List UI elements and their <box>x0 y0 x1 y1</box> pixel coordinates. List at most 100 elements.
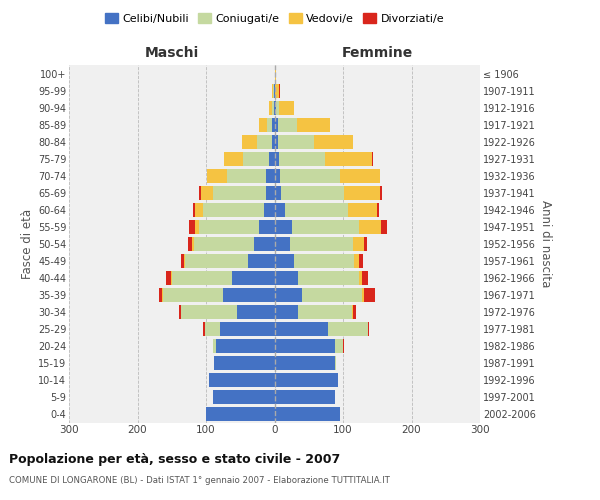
Bar <box>184 254 185 268</box>
Bar <box>203 202 263 216</box>
Text: Popolazione per età, sesso e stato civile - 2007: Popolazione per età, sesso e stato civil… <box>9 452 340 466</box>
Bar <box>353 237 364 250</box>
Bar <box>275 407 340 421</box>
Bar <box>159 288 162 302</box>
Bar <box>269 100 272 114</box>
Bar <box>259 220 275 234</box>
Bar <box>205 322 220 336</box>
Bar <box>278 152 325 166</box>
Bar <box>275 118 278 132</box>
Bar <box>275 271 298 285</box>
Bar <box>214 356 275 370</box>
Bar <box>195 202 203 216</box>
Bar <box>266 186 275 200</box>
Text: COMUNE DI LONGARONE (BL) - Dati ISTAT 1° gennaio 2007 - Elaborazione TUTTITALIA.: COMUNE DI LONGARONE (BL) - Dati ISTAT 1°… <box>9 476 390 485</box>
Bar <box>188 237 191 250</box>
Bar <box>275 305 298 319</box>
Y-axis label: Anni di nascita: Anni di nascita <box>539 200 553 288</box>
Bar <box>344 186 380 200</box>
Bar <box>243 152 269 166</box>
Bar <box>191 237 194 250</box>
Bar <box>352 305 353 319</box>
Bar <box>276 100 278 114</box>
Bar <box>377 202 379 216</box>
Bar <box>364 288 374 302</box>
Bar <box>290 237 353 250</box>
Bar <box>237 305 275 319</box>
Bar <box>275 373 338 387</box>
Bar <box>193 202 195 216</box>
Bar <box>359 220 382 234</box>
Bar <box>171 271 172 285</box>
Bar <box>275 339 335 353</box>
Bar <box>340 168 380 182</box>
Bar <box>275 152 278 166</box>
Bar <box>220 322 275 336</box>
Bar <box>368 322 369 336</box>
Bar <box>194 237 254 250</box>
Bar <box>372 152 373 166</box>
Bar <box>275 186 281 200</box>
Bar <box>302 288 362 302</box>
Bar <box>362 288 364 302</box>
Bar <box>275 84 279 98</box>
Bar <box>181 254 184 268</box>
Bar <box>257 134 272 148</box>
Bar <box>199 186 200 200</box>
Bar <box>274 100 275 114</box>
Bar <box>266 168 275 182</box>
Bar <box>382 220 387 234</box>
Bar <box>275 134 278 148</box>
Bar <box>267 118 272 132</box>
Bar <box>189 220 195 234</box>
Bar <box>278 100 293 114</box>
Y-axis label: Fasce di età: Fasce di età <box>20 208 34 279</box>
Bar <box>281 186 344 200</box>
Bar <box>359 271 362 285</box>
Bar <box>280 168 340 182</box>
Bar <box>273 84 274 98</box>
Bar <box>272 134 275 148</box>
Bar <box>272 118 275 132</box>
Bar <box>227 168 266 182</box>
Bar <box>293 254 354 268</box>
Bar <box>278 118 297 132</box>
Bar <box>213 390 275 404</box>
Bar <box>199 220 259 234</box>
Bar <box>353 305 356 319</box>
Bar <box>275 322 328 336</box>
Bar <box>348 202 377 216</box>
Bar <box>274 84 275 98</box>
Bar <box>292 220 359 234</box>
Bar <box>275 66 276 80</box>
Bar <box>343 339 344 353</box>
Text: Maschi: Maschi <box>145 46 199 60</box>
Bar <box>181 305 237 319</box>
Bar <box>314 134 353 148</box>
Bar <box>213 339 216 353</box>
Bar <box>200 186 213 200</box>
Bar <box>208 168 227 182</box>
Bar <box>364 237 367 250</box>
Bar <box>380 186 382 200</box>
Bar <box>297 118 330 132</box>
Bar <box>185 254 248 268</box>
Bar <box>272 100 274 114</box>
Bar <box>163 288 223 302</box>
Bar <box>213 186 266 200</box>
Bar <box>269 152 275 166</box>
Bar <box>232 271 275 285</box>
Bar <box>259 118 267 132</box>
Bar <box>263 202 275 216</box>
Bar <box>242 134 257 148</box>
Bar <box>275 220 292 234</box>
Bar <box>335 339 343 353</box>
Bar <box>166 271 171 285</box>
Text: Femmine: Femmine <box>341 46 413 60</box>
Legend: Celibi/Nubili, Coniugati/e, Vedovi/e, Divorziati/e: Celibi/Nubili, Coniugati/e, Vedovi/e, Di… <box>101 10 448 27</box>
Bar <box>335 356 336 370</box>
Bar <box>298 305 352 319</box>
Bar <box>162 288 163 302</box>
Bar <box>195 220 199 234</box>
Bar <box>203 322 205 336</box>
